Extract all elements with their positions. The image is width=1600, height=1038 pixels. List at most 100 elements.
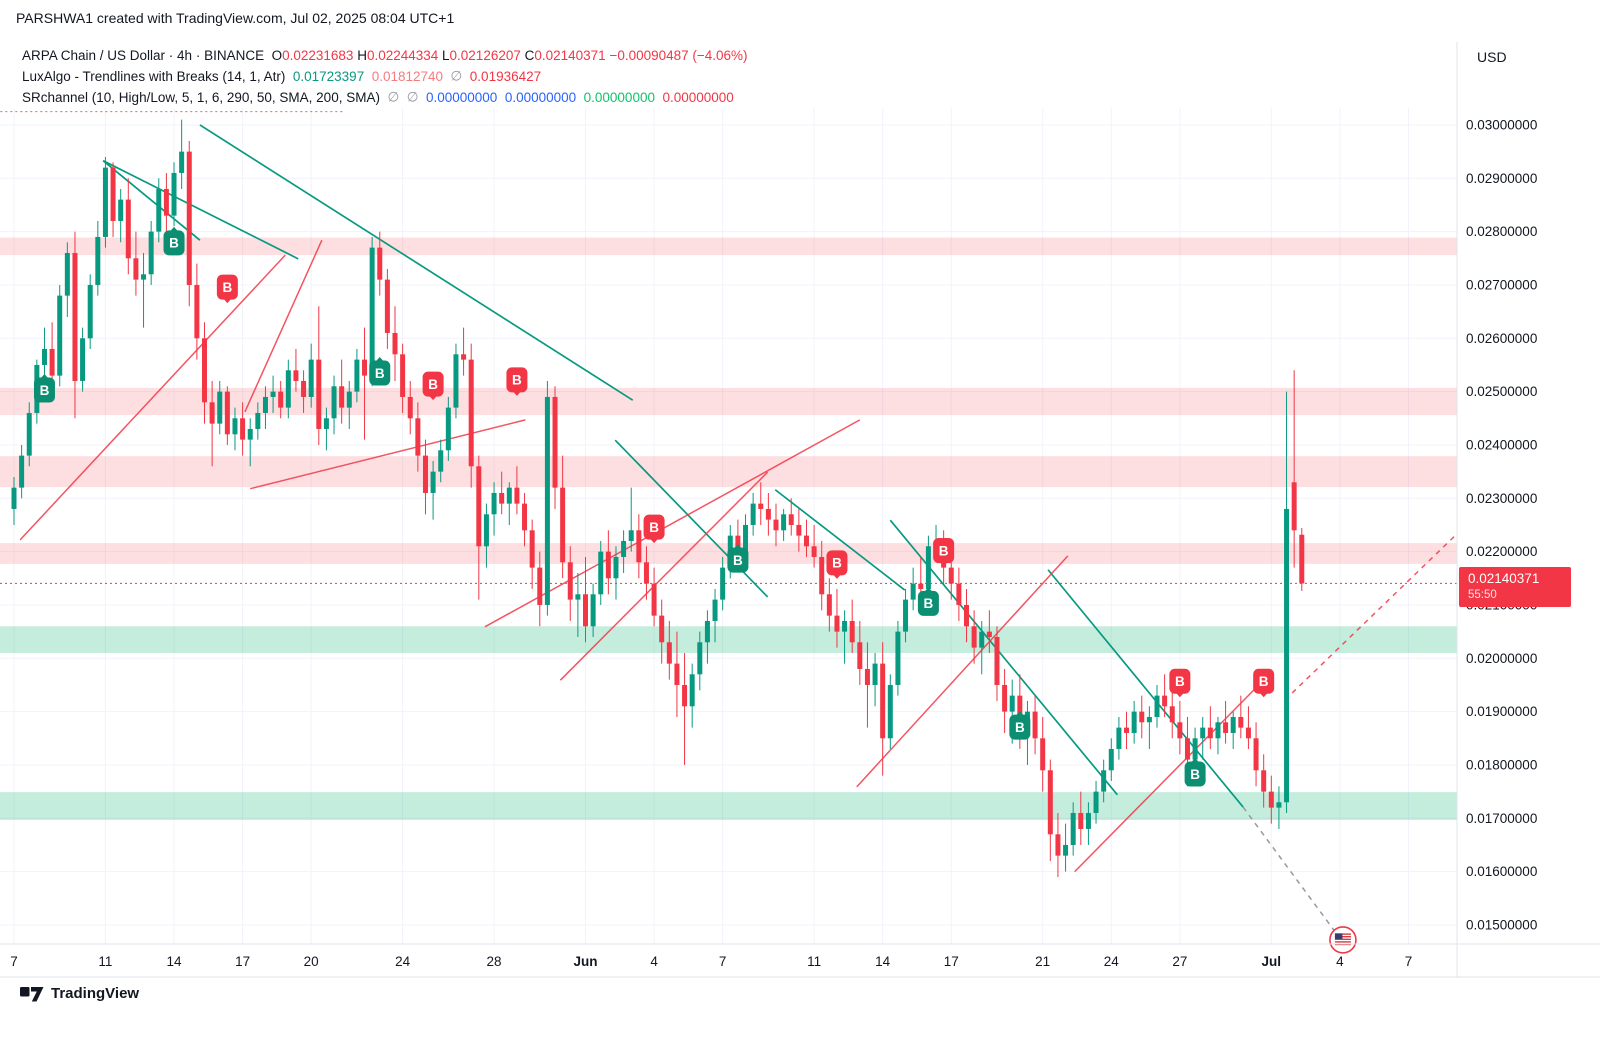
candle-body — [857, 642, 863, 669]
legend-segment: H — [353, 47, 367, 63]
candle-body — [194, 284, 200, 339]
candle-body — [316, 359, 322, 429]
candle-body — [247, 428, 253, 440]
candle-body — [156, 188, 162, 232]
candle-body — [483, 514, 489, 547]
candle-body — [773, 519, 779, 531]
marker-label: B — [733, 553, 743, 568]
candle-body — [232, 418, 238, 435]
candle-body — [19, 455, 25, 488]
candle-body — [415, 418, 421, 456]
time-tick-label: 28 — [487, 954, 502, 969]
legend-segment: 0.02244334 — [366, 47, 439, 63]
legend-segment: LuxAlgo - Trendlines with Breaks (14, 1,… — [22, 68, 293, 84]
candle-body — [339, 386, 345, 408]
candle-body — [293, 370, 299, 381]
legend-symbol-row[interactable]: ARPA Chain / US Dollar · 4h · BINANCE O0… — [22, 47, 748, 68]
candle-body — [1116, 727, 1122, 749]
candle-body — [583, 594, 588, 627]
break-marker-up[interactable]: B — [917, 587, 939, 616]
candle-body — [262, 396, 268, 413]
red-trendline — [559, 471, 769, 681]
candle-body — [1101, 770, 1107, 792]
price-axis[interactable]: 0.03000000 0.02900000 0.02800000 0.02700000… — [1466, 117, 1537, 932]
candle-body — [445, 407, 451, 451]
break-marker-down[interactable]: B — [826, 550, 848, 579]
candle-body — [179, 151, 185, 173]
candle-body — [224, 391, 230, 435]
marker-label: B — [1175, 674, 1185, 689]
current-price-label[interactable]: 0.02140371 55:50 — [1459, 567, 1571, 607]
break-marker-up[interactable]: B — [369, 356, 391, 386]
legend-segment: L — [438, 47, 450, 63]
break-marker-up[interactable]: B — [163, 226, 185, 256]
candle-body — [560, 487, 566, 563]
candle-body — [758, 503, 764, 509]
break-marker-up[interactable]: B — [33, 374, 55, 403]
candle-body — [628, 530, 634, 541]
candle-body — [605, 551, 611, 579]
candle-body — [499, 492, 505, 504]
teal-trendline — [774, 489, 906, 591]
marker-box — [917, 590, 939, 616]
legend: ARPA Chain / US Dollar · 4h · BINANCE O0… — [22, 47, 748, 110]
candle-body — [613, 556, 619, 579]
candle-body — [163, 188, 169, 216]
sr-band-resistance — [0, 237, 1457, 256]
candle-body — [659, 615, 665, 643]
legend-srchannel-row[interactable]: SRchannel (10, High/Low, 5, 1, 6, 290, 5… — [22, 89, 748, 110]
time-tick-label: Jul — [1262, 954, 1282, 969]
price-tick-label: 0.01500000 — [1466, 917, 1537, 932]
legend-segment: −0.00090487 (−4.06%) — [605, 47, 748, 63]
break-marker-up[interactable]: B — [1184, 758, 1206, 787]
break-marker-down[interactable]: B — [643, 514, 665, 544]
legend-segment: ARPA Chain / US Dollar · 4h · BINANCE — [22, 47, 272, 63]
break-marker-down[interactable]: B — [506, 367, 528, 396]
teal-trendline — [102, 160, 201, 241]
candle-body — [1192, 738, 1198, 760]
candle-body — [803, 535, 809, 547]
candle-body — [407, 396, 413, 419]
break-marker-up[interactable]: B — [1009, 711, 1031, 740]
candle-body — [346, 391, 352, 408]
candle-body — [430, 471, 436, 493]
break-marker-down[interactable]: B — [933, 538, 955, 567]
price-tick-label: 0.02700000 — [1466, 277, 1537, 292]
candle-body — [11, 487, 17, 509]
candle-body — [354, 359, 360, 392]
red-trendline — [244, 239, 323, 413]
break-marker-down[interactable]: B — [1253, 668, 1275, 698]
candle-body — [64, 252, 70, 296]
break-marker-down[interactable]: B — [422, 371, 444, 401]
candle-body — [666, 642, 672, 664]
us-flag-event-icon[interactable] — [1329, 926, 1357, 954]
candle-body — [986, 631, 992, 637]
candle-body — [689, 674, 695, 707]
break-marker-up[interactable]: B — [727, 544, 749, 573]
candle-body — [133, 258, 139, 280]
tradingview-attribution[interactable]: TradingView — [20, 985, 139, 1002]
candle-body — [102, 167, 108, 237]
candle-body — [202, 338, 207, 403]
marker-box — [369, 360, 391, 386]
candle-body — [704, 620, 710, 643]
candle-body — [826, 594, 832, 616]
marker-box — [216, 274, 238, 300]
legend-segment: 0.00000000 — [425, 89, 498, 105]
legend-luxalgo-row[interactable]: LuxAlgo - Trendlines with Breaks (14, 1,… — [22, 68, 748, 89]
trendlines — [19, 124, 1457, 937]
time-axis[interactable]: 7 11 14 17 20 24 28 Jun 4 7 11 14 17 21 24 27 Jul 4 7 — [10, 954, 1412, 969]
price-tick-label: 0.02200000 — [1466, 544, 1537, 559]
price-tick-label: 0.01700000 — [1466, 811, 1537, 826]
marker-box — [1169, 668, 1191, 694]
legend-segment: 0.01723397 — [292, 68, 365, 84]
time-tick-label: 20 — [304, 954, 319, 969]
flag-stripe — [1334, 941, 1351, 943]
candle-body — [880, 663, 886, 739]
candle-body — [765, 508, 771, 520]
price-tick-label: 0.03000000 — [1466, 117, 1537, 132]
break-marker-down[interactable]: B — [1169, 668, 1191, 698]
break-marker-down[interactable]: B — [216, 274, 238, 304]
price-axis-currency-label[interactable]: USD — [1477, 49, 1507, 65]
